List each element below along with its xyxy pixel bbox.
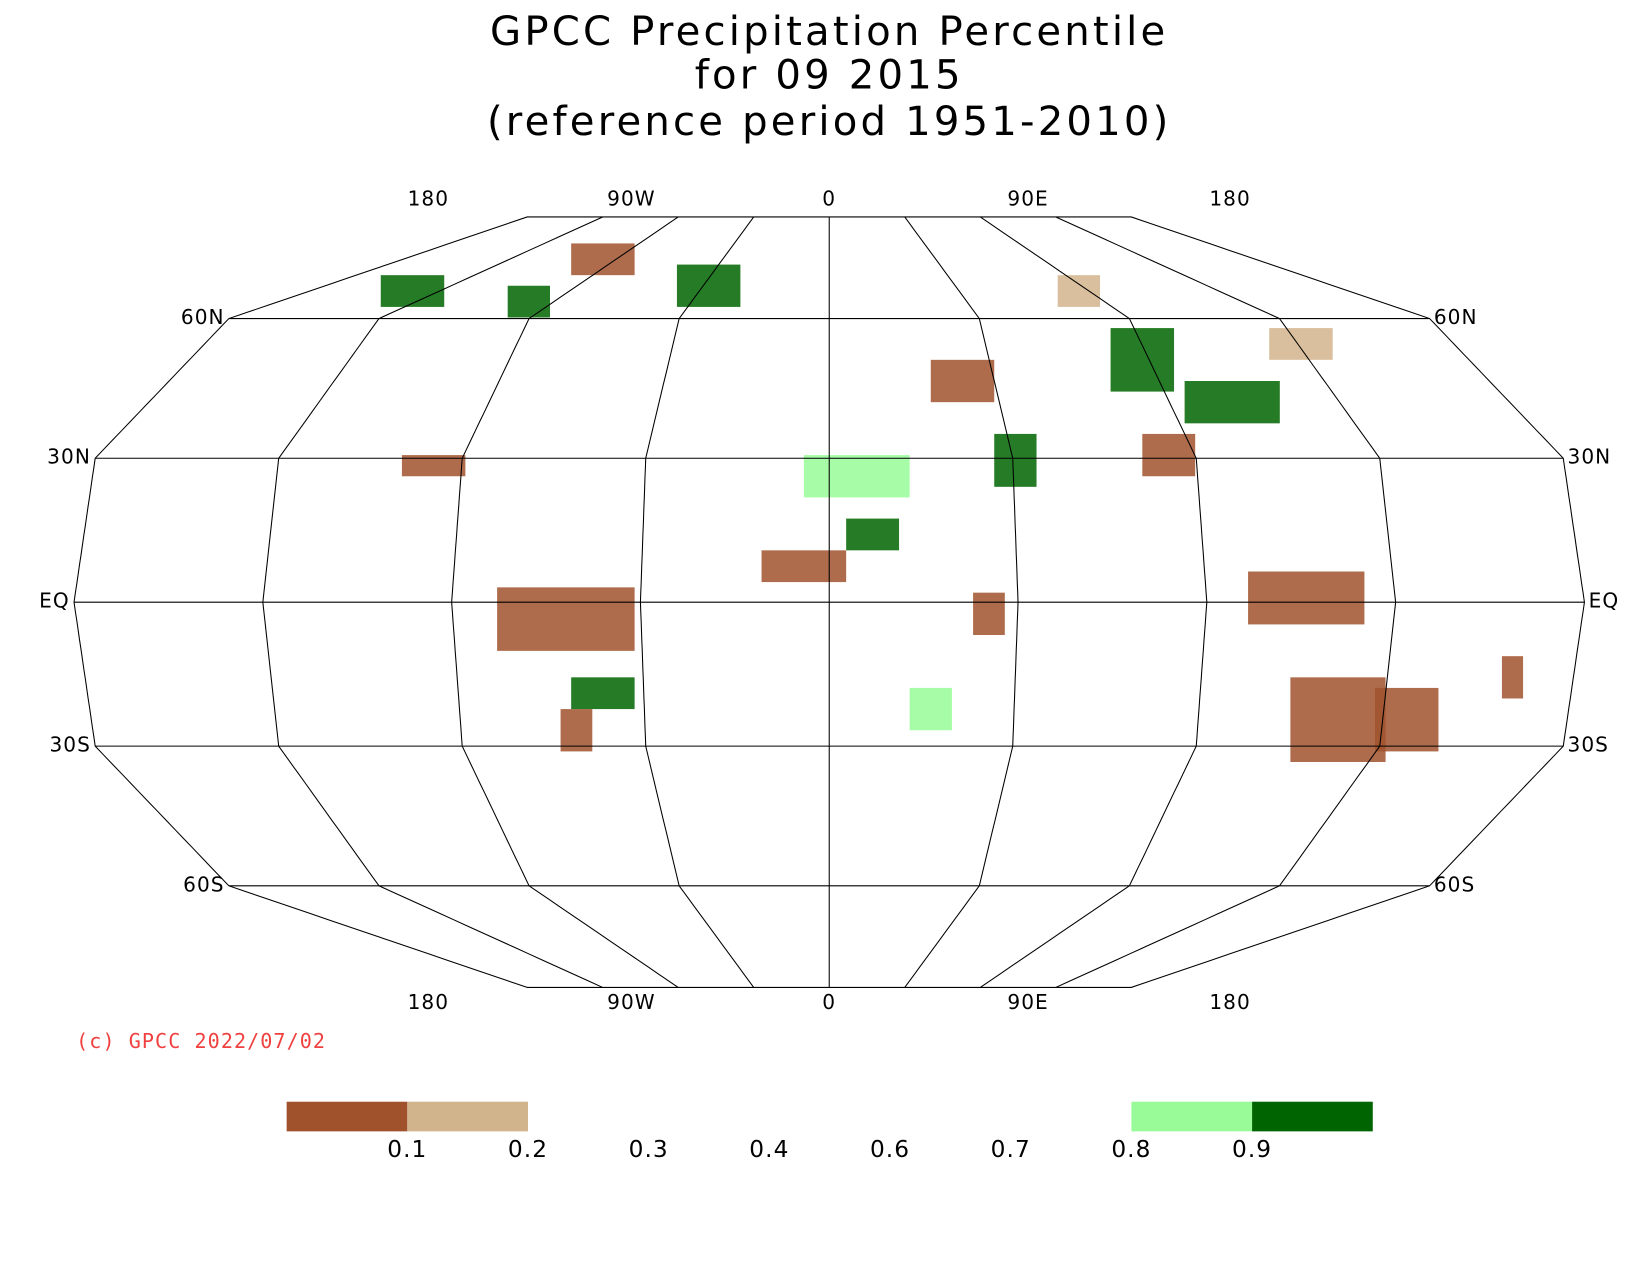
lat-label: 60S — [1434, 872, 1475, 896]
credit: (c) GPCC 2022/07/02 — [76, 1029, 326, 1053]
precip-patch — [380, 275, 445, 307]
precip-patch — [571, 243, 635, 276]
precip-patch — [1057, 275, 1100, 307]
graticule — [73, 216, 1585, 988]
precip-patch — [973, 592, 1005, 635]
precip-patch — [909, 687, 952, 731]
lon-label: 180 — [1209, 187, 1251, 211]
lat-label: 60N — [1434, 305, 1478, 329]
precip-patch — [1110, 328, 1175, 392]
precip-patch — [1290, 677, 1386, 762]
lat-label: 30S — [49, 733, 90, 757]
lon-label: 180 — [1209, 990, 1251, 1014]
precip-patch — [1269, 328, 1333, 360]
subtitle: (reference period 1951-2010) — [487, 99, 1172, 145]
subtitle: for 09 2015 — [695, 52, 964, 98]
colorbar-segment — [648, 1101, 770, 1132]
lon-label: 90E — [1007, 990, 1048, 1014]
lat-label: 60S — [183, 872, 224, 896]
precip-patch — [1142, 433, 1196, 477]
colorbar-label: 0.2 — [508, 1136, 548, 1163]
lat-label: 30S — [1568, 733, 1609, 757]
precip-patch — [1501, 656, 1524, 699]
colorbar-segment — [1010, 1101, 1132, 1132]
colorbar-label: 0.4 — [749, 1136, 789, 1163]
precip-patch — [1184, 381, 1280, 424]
precip-patch — [507, 285, 550, 318]
colorbar-segment — [890, 1101, 1011, 1132]
lon-label: 90W — [607, 990, 656, 1014]
precip-patch — [846, 518, 900, 551]
precip-patch — [676, 264, 741, 307]
lat-label: 30N — [47, 445, 91, 469]
lon-label: 0 — [822, 990, 836, 1014]
colorbar-label: 0.1 — [387, 1136, 427, 1163]
colorbar-label: 0.9 — [1232, 1136, 1272, 1163]
precip-patch — [497, 587, 635, 651]
colorbar-label: 0.7 — [991, 1136, 1031, 1163]
precip-patch — [930, 359, 995, 403]
precip-patch — [560, 709, 593, 752]
colorbar-label: 0.8 — [1111, 1136, 1151, 1163]
colorbar-segment — [286, 1101, 408, 1132]
lat-label: 60N — [181, 305, 225, 329]
map-outline — [73, 216, 1585, 988]
lat-label: 30N — [1568, 445, 1612, 469]
lat-label: EQ — [39, 589, 70, 613]
title: GPCC Precipitation Percentile — [490, 9, 1168, 55]
precip-patch — [761, 550, 847, 583]
lon-label: 90E — [1007, 187, 1048, 211]
colorbar-segment — [769, 1101, 891, 1132]
title-block: GPCC Precipitation Percentile for 09 201… — [487, 9, 1172, 145]
precip-patch — [1248, 571, 1365, 625]
colorbar-label: 0.3 — [629, 1136, 669, 1163]
colorbar-label: 0.6 — [870, 1136, 910, 1163]
colorbar-segment — [1131, 1101, 1253, 1132]
colorbar-segment — [407, 1101, 528, 1132]
precipitation-field — [380, 243, 1524, 762]
colorbar: 0.1 0.2 0.3 0.4 0.6 0.7 0.8 0.9 — [286, 1101, 1373, 1163]
axis-labels: 180 180 90W 90W 0 0 90E 90E 180 180 60N 60N 30N 30N EQ… — [39, 187, 1620, 1014]
precip-patch — [803, 455, 910, 498]
precip-patch — [994, 433, 1037, 487]
precip-patch — [1375, 687, 1439, 752]
colorbar-segment — [1252, 1101, 1373, 1132]
lon-label: 180 — [408, 990, 450, 1014]
lon-label: 0 — [822, 187, 836, 211]
lon-label: 90W — [607, 187, 656, 211]
colorbar-segment — [528, 1101, 649, 1132]
precip-patch — [401, 455, 466, 477]
lon-label: 180 — [408, 187, 450, 211]
lat-label: EQ — [1589, 589, 1620, 613]
precip-patch — [571, 677, 635, 710]
